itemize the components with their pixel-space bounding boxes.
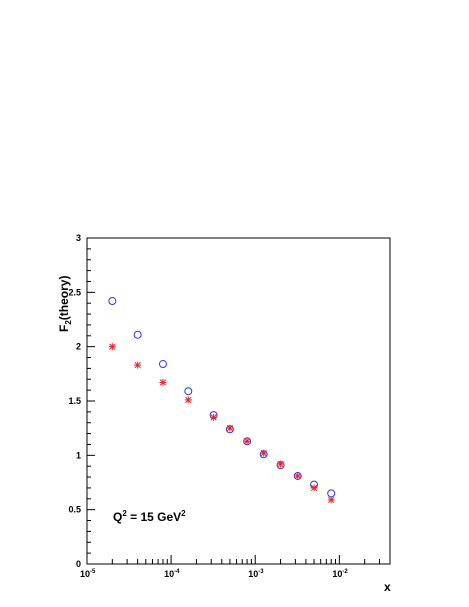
- y-tick-label: 1: [76, 450, 81, 460]
- x-tick-label: 10-3: [248, 569, 264, 579]
- axis-tick-labels: 0 0.5 1 1.5 2 2.5 3 10-5 10-4 10-3 10-2: [68, 233, 348, 579]
- x-tick-label: 10-4: [164, 569, 180, 579]
- y-tick-label: 0: [76, 559, 81, 569]
- y-tick-label: 3: [76, 233, 81, 243]
- star-marker: [243, 437, 251, 445]
- x-tick-label: 10-2: [332, 569, 348, 579]
- y-axis-title: F2(theory): [57, 276, 73, 332]
- star-marker: [108, 343, 116, 351]
- y-tick-label: 2.5: [68, 287, 81, 297]
- star-marker: [277, 460, 285, 468]
- circle-marker: [327, 489, 336, 498]
- y-tick-label: 2: [76, 342, 81, 352]
- star-marker: [159, 379, 167, 387]
- x-axis-title: x: [384, 580, 391, 594]
- circle-marker: [133, 330, 142, 339]
- x-tick-label: 10-5: [80, 569, 96, 579]
- q2-annotation: Q2 = 15 GeV2: [113, 509, 186, 524]
- star-marker: [260, 449, 268, 457]
- star-marker: [310, 484, 318, 492]
- y-tick-label: 0.5: [68, 505, 81, 515]
- data-points: [108, 297, 336, 504]
- star-marker: [134, 361, 142, 369]
- star-marker: [226, 424, 234, 432]
- star-marker: [294, 472, 302, 480]
- y-tick-label: 1.5: [68, 396, 81, 406]
- circle-marker: [158, 360, 167, 369]
- circle-marker: [108, 297, 117, 306]
- circle-marker: [184, 387, 193, 396]
- axis-ticks: [86, 237, 391, 565]
- star-marker: [327, 496, 335, 504]
- star-marker: [184, 396, 192, 404]
- star-marker: [210, 413, 218, 421]
